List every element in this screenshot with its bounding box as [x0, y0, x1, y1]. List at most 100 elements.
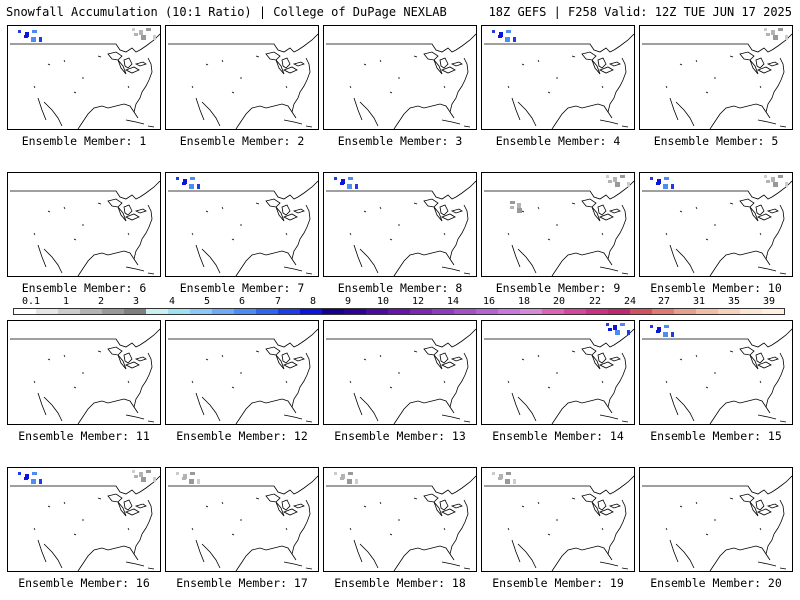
snowfall-area	[505, 479, 510, 484]
snowfall-area	[671, 332, 674, 337]
snowfall-area	[771, 177, 775, 182]
ensemble-member-label: Ensemble Member: 14	[492, 429, 624, 443]
colorbar-tick-label: 16	[482, 296, 496, 307]
ensemble-member-label: Ensemble Member: 3	[337, 134, 463, 148]
snowfall-area	[506, 30, 511, 33]
ensemble-member-label: Ensemble Member: 7	[179, 281, 305, 295]
snowfall-area	[146, 470, 151, 473]
ensemble-member-label: Ensemble Member: 20	[650, 576, 782, 590]
colorbar-swatch	[344, 309, 366, 314]
colorbar-tick-label: 14	[446, 296, 460, 307]
snowfall-area	[32, 30, 37, 33]
snowfall-area	[505, 37, 510, 42]
colorbar-swatch	[718, 309, 740, 314]
chart-title: Snowfall Accumulation (10:1 Ratio) | Col…	[6, 5, 447, 19]
colorbar	[13, 308, 785, 315]
snowfall-area	[32, 472, 37, 475]
snowfall-area	[517, 203, 521, 208]
ensemble-member-label: Ensemble Member: 11	[18, 429, 150, 443]
us-basemap	[641, 325, 792, 424]
snowfall-area	[183, 179, 187, 184]
snowfall-area	[778, 28, 783, 31]
snowfall-area	[664, 325, 669, 328]
snowfall-area	[355, 479, 358, 484]
snowfall-area	[650, 325, 653, 328]
ensemble-map-panel	[639, 172, 793, 277]
ensemble-map-panel	[323, 467, 477, 572]
snowfall-area	[141, 35, 146, 40]
colorbar-swatch	[256, 309, 278, 314]
ensemble-member-label: Ensemble Member: 2	[179, 134, 305, 148]
ensemble-map-panel	[639, 25, 793, 130]
snowfall-area	[348, 472, 353, 475]
colorbar-swatch	[102, 309, 124, 314]
snowfall-area	[146, 28, 151, 31]
colorbar-swatch	[322, 309, 344, 314]
colorbar-tick-label: 4	[168, 296, 176, 307]
snowfall-area	[499, 32, 503, 37]
colorbar-swatch	[212, 309, 234, 314]
us-basemap	[325, 472, 476, 571]
ensemble-map-panel	[7, 467, 161, 572]
colorbar-swatch	[454, 309, 476, 314]
colorbar-swatch	[80, 309, 102, 314]
colorbar-tick-label: 6	[238, 296, 246, 307]
snowfall-area	[613, 325, 617, 330]
ensemble-map-panel	[639, 467, 793, 572]
ensemble-map-panel	[7, 320, 161, 425]
colorbar-tick-label: 39	[762, 296, 776, 307]
colorbar-swatch	[36, 309, 58, 314]
snowfall-area	[663, 184, 668, 189]
snowfall-area	[18, 472, 21, 475]
snowfall-area	[24, 477, 28, 480]
ensemble-member-label: Ensemble Member: 10	[650, 281, 782, 295]
colorbar-tick-label: 12	[411, 296, 425, 307]
snowfall-area	[24, 35, 28, 38]
snowfall-area	[190, 177, 195, 180]
snowfall-area	[134, 475, 138, 478]
snowfall-area	[341, 474, 345, 479]
ensemble-map-panel	[323, 320, 477, 425]
snowfall-area	[134, 33, 138, 36]
snowfall-area	[606, 323, 609, 326]
colorbar-swatch	[586, 309, 608, 314]
snowfall-area	[615, 330, 620, 335]
snowfall-area	[197, 479, 200, 484]
ensemble-member-label: Ensemble Member: 5	[653, 134, 779, 148]
colorbar-swatch	[410, 309, 432, 314]
ensemble-member-label: Ensemble Member: 17	[176, 576, 308, 590]
snowfall-area	[613, 177, 617, 182]
colorbar-swatch	[124, 309, 146, 314]
snowfall-area	[31, 479, 36, 484]
run-info: 18Z GEFS | F258 Valid: 12Z TUE JUN 17 20…	[488, 5, 792, 19]
ensemble-map-panel	[323, 172, 477, 277]
colorbar-swatch	[498, 309, 520, 314]
colorbar-tick-label: 22	[588, 296, 602, 307]
ensemble-member-label: Ensemble Member: 8	[337, 281, 463, 295]
colorbar-swatch	[388, 309, 410, 314]
ensemble-map-panel	[481, 25, 635, 130]
snowfall-area	[182, 477, 186, 480]
snowfall-area	[153, 35, 156, 40]
ensemble-map-panel	[7, 25, 161, 130]
snowfall-area	[671, 184, 674, 189]
colorbar-swatch	[58, 309, 80, 314]
snowfall-area	[656, 182, 660, 185]
snowfall-area	[18, 30, 21, 33]
us-basemap	[483, 175, 634, 276]
ensemble-map-panel	[165, 320, 319, 425]
snowfall-area	[492, 30, 495, 33]
snowfall-area	[620, 323, 625, 326]
snowfall-area	[785, 35, 788, 40]
snowfall-area	[606, 175, 609, 178]
snowfall-area	[341, 179, 345, 184]
ensemble-map-panel	[165, 172, 319, 277]
us-basemap	[167, 33, 318, 129]
snowfall-area	[650, 177, 653, 180]
snowfall-area	[771, 30, 775, 35]
colorbar-tick-label: 18	[517, 296, 531, 307]
snowfall-area	[764, 28, 767, 31]
colorbar-tick-label: 31	[692, 296, 706, 307]
snowfall-area	[132, 470, 135, 473]
colorbar-tick-label: 3	[132, 296, 140, 307]
